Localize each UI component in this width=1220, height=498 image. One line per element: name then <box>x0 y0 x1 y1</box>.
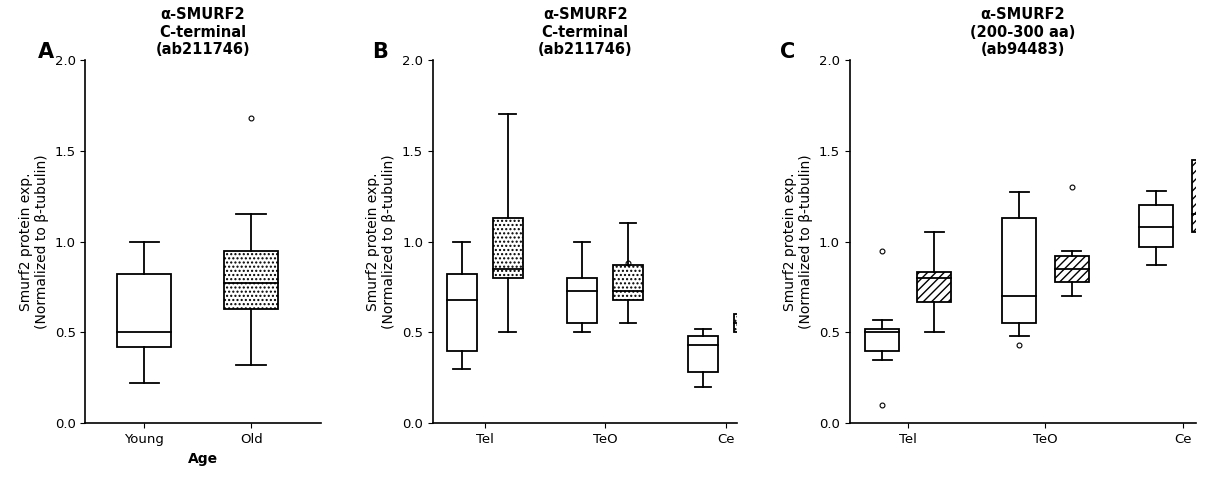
Y-axis label: Smurf2 protein exp.
(Normalized to β-tubulin): Smurf2 protein exp. (Normalized to β-tub… <box>366 154 396 329</box>
Y-axis label: Smurf2 protein exp.
(Normalized to β-tubulin): Smurf2 protein exp. (Normalized to β-tub… <box>18 154 49 329</box>
Bar <box>614 265 643 300</box>
Title: α-SMURF2
C-terminal
(ab211746): α-SMURF2 C-terminal (ab211746) <box>156 7 250 57</box>
Text: C: C <box>781 41 795 62</box>
Bar <box>917 272 952 301</box>
Bar <box>1192 160 1220 233</box>
Bar <box>117 274 171 347</box>
Title: α-SMURF2
(200-300 aa)
(ab94483): α-SMURF2 (200-300 aa) (ab94483) <box>970 7 1075 57</box>
Bar <box>567 278 598 323</box>
Bar <box>447 274 477 351</box>
Bar <box>1054 256 1088 281</box>
Bar <box>865 329 899 351</box>
Y-axis label: Smurf2 protein exp.
(Normalized to β-tubulin): Smurf2 protein exp. (Normalized to β-tub… <box>783 154 814 329</box>
Text: B: B <box>372 41 388 62</box>
Title: α-SMURF2
C-terminal
(ab211746): α-SMURF2 C-terminal (ab211746) <box>538 7 632 57</box>
Bar <box>1003 218 1036 323</box>
Bar <box>688 336 717 373</box>
Bar <box>1139 205 1174 247</box>
Bar <box>224 250 278 309</box>
X-axis label: Age: Age <box>188 452 218 466</box>
Text: A: A <box>38 41 55 62</box>
Bar <box>493 218 522 278</box>
Bar <box>734 314 764 333</box>
